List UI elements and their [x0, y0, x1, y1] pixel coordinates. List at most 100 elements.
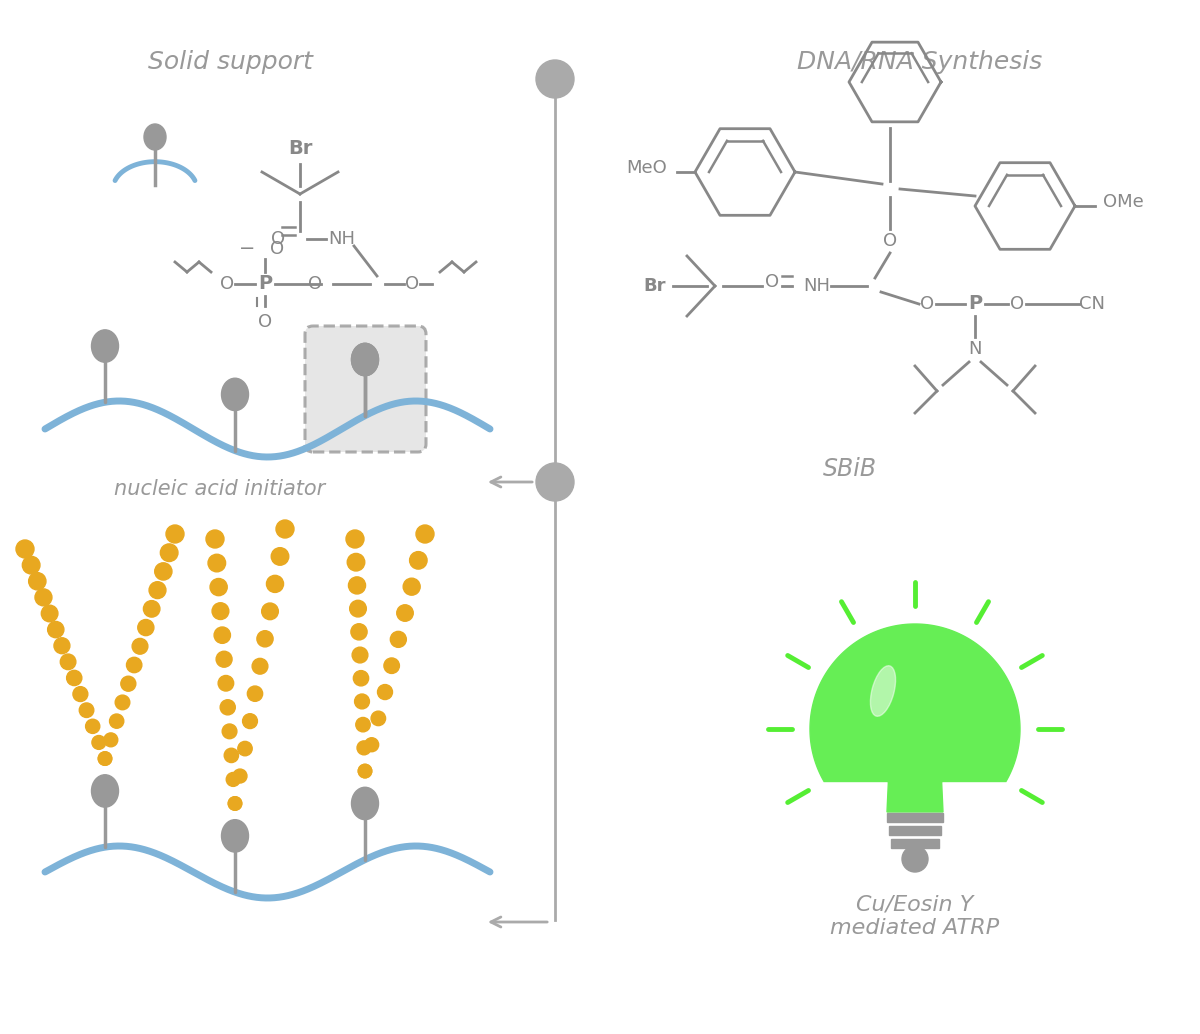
Circle shape [138, 619, 154, 636]
Polygon shape [810, 624, 1020, 812]
Circle shape [222, 724, 236, 738]
Circle shape [233, 769, 247, 783]
Circle shape [121, 676, 136, 691]
Circle shape [359, 764, 372, 778]
Text: Br: Br [288, 140, 312, 158]
Circle shape [252, 659, 268, 674]
Circle shape [390, 632, 407, 647]
Circle shape [359, 764, 372, 778]
Circle shape [350, 624, 367, 640]
Text: OMe: OMe [1103, 193, 1144, 211]
Circle shape [79, 703, 94, 718]
Circle shape [266, 575, 283, 592]
Circle shape [358, 741, 371, 755]
Circle shape [378, 685, 392, 700]
Text: O: O [920, 295, 934, 313]
Circle shape [214, 627, 230, 643]
Text: P: P [258, 274, 272, 294]
Circle shape [16, 540, 34, 558]
Circle shape [48, 621, 64, 638]
Circle shape [346, 530, 364, 548]
Circle shape [155, 562, 172, 580]
Circle shape [536, 60, 574, 98]
Circle shape [371, 711, 385, 726]
Circle shape [347, 553, 365, 571]
Text: O: O [308, 275, 322, 293]
Circle shape [23, 556, 40, 574]
Ellipse shape [222, 820, 248, 852]
Circle shape [276, 520, 294, 538]
Circle shape [149, 582, 166, 599]
Text: −: − [239, 240, 256, 258]
Text: CN: CN [1079, 295, 1105, 313]
Circle shape [349, 601, 366, 617]
Circle shape [126, 658, 142, 673]
Text: Cu/Eosin Y
mediated ATRP: Cu/Eosin Y mediated ATRP [830, 894, 1000, 938]
Circle shape [166, 525, 184, 543]
Circle shape [409, 551, 427, 569]
Circle shape [365, 737, 379, 752]
Circle shape [98, 752, 112, 765]
Ellipse shape [352, 343, 378, 375]
Circle shape [238, 741, 252, 756]
Text: O: O [404, 275, 419, 293]
Circle shape [353, 671, 368, 686]
Ellipse shape [222, 378, 248, 410]
Circle shape [206, 530, 224, 548]
Circle shape [85, 720, 100, 733]
Circle shape [144, 601, 160, 617]
Text: MeO: MeO [626, 159, 667, 177]
Ellipse shape [870, 666, 895, 717]
Circle shape [228, 797, 241, 811]
Bar [887, 813, 943, 822]
Circle shape [356, 718, 371, 732]
Circle shape [67, 670, 82, 686]
Text: O: O [883, 232, 898, 250]
Text: NH: NH [804, 277, 830, 295]
Bar [889, 826, 941, 835]
Circle shape [109, 714, 124, 728]
Ellipse shape [91, 774, 119, 808]
Circle shape [115, 695, 130, 709]
Ellipse shape [352, 343, 378, 375]
Circle shape [29, 573, 46, 589]
Circle shape [224, 749, 239, 762]
Circle shape [73, 687, 88, 701]
Circle shape [262, 603, 278, 619]
Circle shape [348, 577, 366, 594]
Ellipse shape [352, 787, 378, 820]
Circle shape [35, 589, 52, 606]
Bar [892, 839, 938, 848]
Circle shape [208, 554, 226, 572]
Text: O: O [220, 275, 234, 293]
Ellipse shape [144, 124, 166, 150]
Text: Solid support: Solid support [148, 50, 312, 74]
Circle shape [257, 631, 274, 647]
FancyBboxPatch shape [305, 326, 426, 452]
Text: O: O [270, 240, 284, 258]
Text: O: O [271, 230, 286, 248]
Circle shape [104, 733, 118, 747]
Circle shape [218, 675, 234, 691]
Text: P: P [968, 295, 982, 313]
Circle shape [216, 651, 232, 667]
Circle shape [228, 797, 241, 811]
Circle shape [242, 713, 258, 729]
Text: NH: NH [329, 230, 355, 248]
Circle shape [536, 463, 574, 501]
Circle shape [54, 638, 70, 653]
Circle shape [161, 544, 178, 561]
Circle shape [132, 638, 148, 655]
Circle shape [271, 548, 289, 566]
Circle shape [212, 603, 229, 619]
Circle shape [220, 700, 235, 714]
Text: Br: Br [643, 277, 666, 295]
Text: nucleic acid initiator: nucleic acid initiator [114, 479, 325, 499]
Circle shape [227, 772, 240, 787]
Circle shape [397, 605, 413, 621]
Circle shape [384, 658, 400, 673]
Circle shape [247, 686, 263, 701]
Text: DNA/RNA Synthesis: DNA/RNA Synthesis [797, 50, 1043, 74]
Text: O: O [258, 313, 272, 331]
Circle shape [352, 647, 368, 663]
